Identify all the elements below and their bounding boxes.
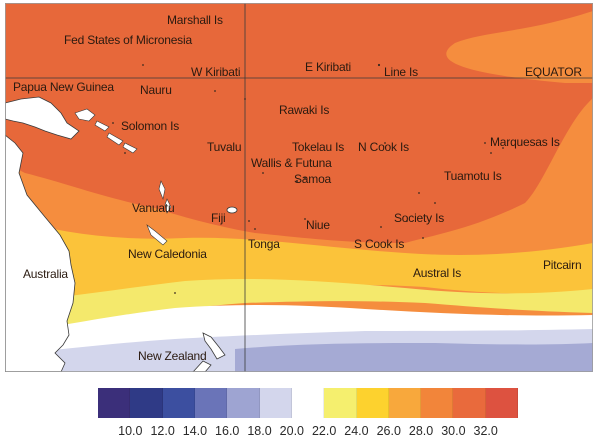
band-30-32 (5, 3, 593, 243)
papua-new-guinea-landmass (5, 96, 80, 140)
legend-swatch (291, 388, 325, 418)
legend-tick: 32.0 (473, 424, 498, 438)
legend-tick: 26.0 (376, 424, 401, 438)
legend-swatch (227, 388, 260, 418)
label-wallis-futuna: Wallis & Futuna (251, 156, 332, 170)
map-canvas (5, 3, 593, 372)
label-new-caledonia: New Caledonia (128, 247, 207, 261)
label-n-cook-is: N Cook Is (358, 140, 409, 154)
sea-surface-temperature-map: Marshall Is Fed States of Micronesia W K… (5, 3, 593, 372)
label-fed-states-micronesia: Fed States of Micronesia (64, 33, 192, 47)
label-w-kiribati: W Kiribati (191, 65, 241, 79)
label-society-is: Society Is (394, 211, 445, 225)
label-austral-is: Austral Is (413, 266, 462, 280)
legend-tick: 18.0 (247, 424, 272, 438)
legend-tick: 20.0 (279, 424, 305, 438)
legend-color-bar (98, 388, 519, 418)
legend-swatch (485, 388, 519, 418)
label-equator: EQUATOR (525, 65, 582, 79)
label-niue: Niue (306, 218, 330, 232)
new-caledonia-landmass (146, 224, 168, 246)
label-samoa: Samoa (294, 172, 332, 186)
legend-swatch (324, 388, 357, 418)
small-islands (112, 63, 504, 294)
label-tokelau-is: Tokelau Is (292, 140, 345, 154)
label-vanuatu: Vanuatu (132, 201, 175, 215)
legend-swatch (388, 388, 422, 418)
label-australia: Australia (23, 267, 68, 281)
label-tonga: Tonga (248, 237, 280, 251)
legend-tick: 22.0 (311, 424, 337, 438)
legend-swatch (98, 388, 131, 418)
label-pitcairn: Pitcairn (543, 258, 582, 272)
label-solomon-is: Solomon Is (121, 119, 180, 133)
legend-tick: 28.0 (408, 424, 434, 438)
legend-swatch (356, 388, 389, 418)
legend-tick: 12.0 (150, 424, 175, 438)
label-tuamotu-is: Tuamotu Is (444, 169, 502, 183)
label-e-kiribati: E Kiribati (305, 60, 352, 74)
label-rawaki-is: Rawaki Is (279, 103, 330, 117)
solomon-islands-landmass (94, 120, 138, 154)
label-s-cook-is: S Cook Is (354, 237, 405, 251)
legend-tick: 14.0 (182, 424, 208, 438)
legend-tick: 24.0 (344, 424, 369, 438)
new-zealand-south-landmass (192, 360, 212, 372)
legend-swatch (453, 388, 486, 418)
temperature-legend: 10.0 12.0 14.0 16.0 18.0 20.0 22.0 24.0 26.0 28.0… (98, 388, 519, 440)
legend-swatch (259, 388, 292, 418)
label-new-zealand: New Zealand (138, 349, 207, 363)
legend-swatch (162, 388, 195, 418)
legend-swatch (421, 388, 454, 418)
new-zealand-landmass (202, 332, 226, 360)
map-border (5, 3, 593, 372)
new-britain-landmass (74, 108, 96, 122)
fiji-landmass (226, 206, 238, 214)
band-18-20 (235, 343, 593, 372)
label-marshall-is: Marshall Is (167, 13, 223, 27)
label-nauru: Nauru (140, 83, 172, 97)
australia-landmass (5, 134, 76, 372)
label-marquesas-is: Marquesas Is (490, 135, 560, 149)
legend-tick: 10.0 (118, 424, 143, 438)
label-line-is: Line Is (384, 65, 418, 79)
vanuatu-landmass (158, 180, 172, 214)
label-papua-new-guinea: Papua New Guinea (13, 80, 114, 94)
label-tuvalu: Tuvalu (207, 140, 242, 154)
legend-tick-labels: 10.0 12.0 14.0 16.0 18.0 20.0 22.0 24.0 26.0 28.0… (98, 424, 518, 440)
legend-tick: 30.0 (441, 424, 466, 438)
legend-swatch (130, 388, 163, 418)
legend-tick: 16.0 (215, 424, 240, 438)
legend-swatch (194, 388, 228, 418)
band-24-26 (5, 278, 593, 338)
label-fiji: Fiji (211, 211, 226, 225)
